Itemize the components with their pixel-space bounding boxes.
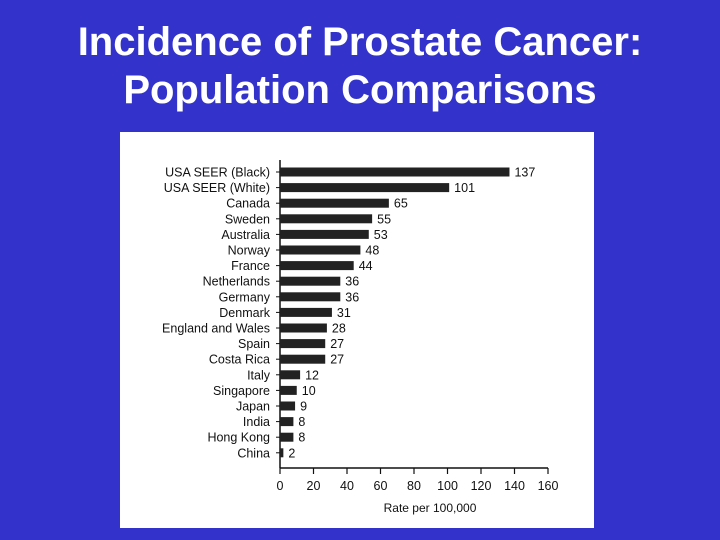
- value-label: 53: [374, 228, 388, 242]
- bar: [280, 167, 510, 177]
- category-labels: USA SEER (Black)USA SEER (White) CanadaSw…: [162, 166, 271, 461]
- value-label: 55: [377, 212, 391, 226]
- x-axis-ticks: 0 20 40 60 80 100 120 140 160: [277, 468, 559, 493]
- category-label: Costa Rica: [209, 353, 270, 367]
- value-label: 31: [337, 306, 351, 320]
- x-tick-label: 0: [277, 479, 284, 493]
- category-label: USA SEER (Black): [165, 166, 270, 180]
- bar: [280, 214, 373, 224]
- x-axis-title: Rate per 100,000: [384, 501, 477, 515]
- x-tick-label: 20: [307, 479, 321, 493]
- bar: [280, 448, 284, 458]
- value-label: 10: [302, 384, 316, 398]
- value-label: 9: [300, 400, 307, 414]
- value-label: 137: [514, 166, 535, 180]
- slide-title-line-1: Incidence of Prostate Cancer:: [77, 20, 643, 64]
- category-label: USA SEER (White): [164, 181, 270, 195]
- value-label: 36: [345, 290, 359, 304]
- category-label: India: [243, 415, 270, 429]
- category-label: Denmark: [219, 306, 270, 320]
- bar: [280, 385, 297, 395]
- category-label: Australia: [221, 228, 270, 242]
- bar: [280, 417, 294, 427]
- slide-title: Incidence of Prostate Cancer: Population…: [0, 18, 720, 114]
- value-label: 8: [298, 415, 305, 429]
- x-tick-label: 60: [374, 479, 388, 493]
- bar: [280, 307, 332, 317]
- category-label: Italy: [247, 368, 271, 382]
- chart-panel: USA SEER (Black) USA SEER (White) Canada Sw…: [120, 132, 594, 528]
- bar: [280, 183, 450, 193]
- bar: [280, 354, 326, 364]
- x-tick-label: 80: [407, 479, 421, 493]
- value-label: 101: [454, 181, 475, 195]
- bar: [280, 229, 369, 239]
- category-label: Norway: [228, 244, 271, 258]
- slide-title-line-2: Population Comparisons: [123, 68, 597, 112]
- bar: [280, 432, 294, 442]
- bar: [280, 276, 341, 286]
- category-label: Japan: [236, 400, 270, 414]
- category-label: France: [231, 259, 270, 273]
- category-label: China: [237, 446, 270, 460]
- bar: [280, 339, 326, 349]
- x-tick-label: 40: [340, 479, 354, 493]
- bar: [280, 401, 296, 411]
- bar: [280, 370, 301, 380]
- value-label: 65: [394, 197, 408, 211]
- value-label: 12: [305, 368, 319, 382]
- category-label: Germany: [219, 290, 271, 304]
- bar: [280, 261, 354, 271]
- chart-bars: [280, 167, 510, 458]
- category-label: England and Wales: [162, 322, 270, 336]
- x-tick-label: 120: [471, 479, 492, 493]
- category-label: Sweden: [225, 212, 270, 226]
- value-label: 36: [345, 275, 359, 289]
- bar-chart: USA SEER (Black)USA SEER (White) CanadaSw…: [162, 160, 559, 515]
- bar: [280, 198, 389, 208]
- category-label: Hong Kong: [207, 431, 270, 445]
- value-label: 8: [298, 431, 305, 445]
- value-label: 44: [359, 259, 373, 273]
- category-label: Canada: [226, 197, 270, 211]
- category-label: Netherlands: [203, 275, 270, 289]
- bar: [280, 292, 341, 302]
- bar: [280, 245, 361, 255]
- x-tick-label: 160: [538, 479, 559, 493]
- bar: [280, 323, 327, 333]
- value-label: 27: [330, 353, 344, 367]
- category-label: Spain: [238, 337, 270, 351]
- x-tick-label: 100: [437, 479, 458, 493]
- category-label: Singapore: [213, 384, 270, 398]
- value-label: 2: [288, 446, 295, 460]
- x-tick-label: 140: [504, 479, 525, 493]
- value-label: 28: [332, 322, 346, 336]
- value-label: 48: [365, 244, 379, 258]
- value-label: 27: [330, 337, 344, 351]
